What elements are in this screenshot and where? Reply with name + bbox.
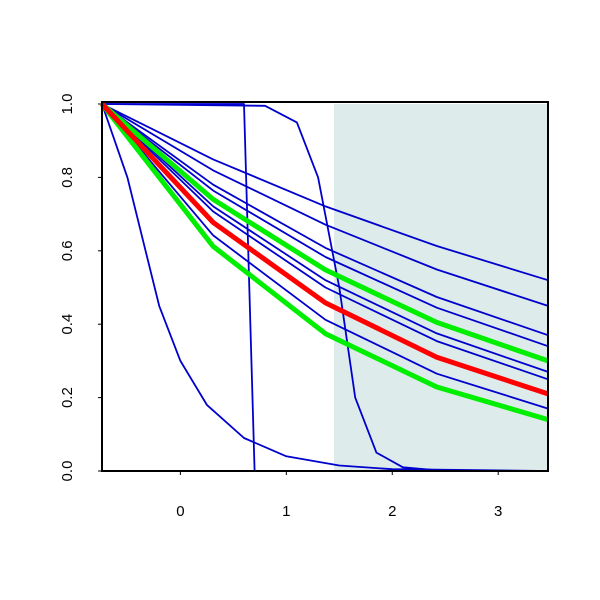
curve: [100, 102, 549, 364]
y-tick-label: 0.6: [59, 240, 76, 261]
curve: [100, 102, 549, 397]
plot-frame: [101, 101, 549, 472]
curve: [101, 103, 549, 282]
x-tick-label: 1: [282, 503, 290, 520]
x-tick-label: 2: [388, 503, 396, 520]
curve: [101, 103, 549, 381]
y-tick-label: 1.0: [59, 94, 76, 115]
curve: [101, 103, 549, 472]
curve: [101, 103, 549, 410]
y-tick-label: 0.8: [59, 167, 76, 188]
y-tick-label: 0.4: [59, 314, 76, 335]
x-tick-label: 3: [494, 503, 502, 520]
y-tick-label: 0.2: [59, 387, 76, 408]
curve: [100, 102, 549, 422]
x-tick-label: 0: [176, 503, 184, 520]
curve: [101, 103, 549, 348]
curve: [101, 103, 549, 373]
y-tick-label: 0.0: [59, 461, 76, 482]
curve: [101, 103, 549, 307]
curve: [101, 103, 549, 337]
